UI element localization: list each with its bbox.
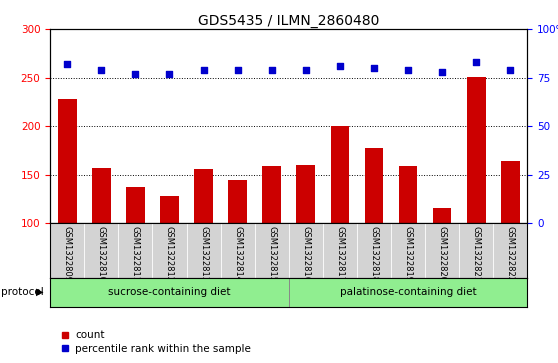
Bar <box>296 165 315 321</box>
Point <box>199 67 208 73</box>
Bar <box>501 161 519 321</box>
Point <box>506 67 514 73</box>
Point <box>63 61 72 67</box>
Title: GDS5435 / ILMN_2860480: GDS5435 / ILMN_2860480 <box>198 14 379 28</box>
Bar <box>467 77 485 321</box>
Text: GSM1322820: GSM1322820 <box>437 226 446 282</box>
Text: GSM1322822: GSM1322822 <box>506 226 515 282</box>
Bar <box>398 166 417 321</box>
Bar <box>262 166 281 321</box>
Text: sucrose-containing diet: sucrose-containing diet <box>108 287 231 297</box>
Bar <box>228 180 247 321</box>
Text: GSM1322821: GSM1322821 <box>472 226 480 282</box>
Point <box>165 71 174 77</box>
Text: GSM1322817: GSM1322817 <box>335 226 344 282</box>
Text: ▶: ▶ <box>36 287 44 297</box>
Point <box>131 71 140 77</box>
Bar <box>330 126 349 321</box>
Bar <box>433 208 451 321</box>
Bar <box>288 278 527 307</box>
Text: GSM1322812: GSM1322812 <box>165 226 174 282</box>
Text: GSM1322811: GSM1322811 <box>131 226 140 282</box>
Point <box>369 65 378 71</box>
Bar <box>364 147 383 321</box>
Text: palatinose-containing diet: palatinose-containing diet <box>340 287 477 297</box>
Point <box>403 67 412 73</box>
Point <box>472 59 480 65</box>
Bar <box>92 168 110 321</box>
Bar <box>160 196 179 321</box>
Text: GSM1322819: GSM1322819 <box>403 226 412 282</box>
Text: GSM1322810: GSM1322810 <box>97 226 106 282</box>
Text: GSM1322813: GSM1322813 <box>199 226 208 282</box>
Point <box>335 63 344 69</box>
Text: GSM1322818: GSM1322818 <box>369 226 378 282</box>
Text: GSM1322816: GSM1322816 <box>301 226 310 282</box>
Point <box>233 67 242 73</box>
Bar <box>126 187 145 321</box>
Legend: count, percentile rank within the sample: count, percentile rank within the sample <box>55 326 255 358</box>
Text: GSM1322815: GSM1322815 <box>267 226 276 282</box>
Text: protocol: protocol <box>1 287 44 297</box>
Point <box>301 67 310 73</box>
Point <box>437 69 446 75</box>
Text: GSM1322809: GSM1322809 <box>62 226 72 282</box>
Bar <box>50 278 288 307</box>
Bar <box>58 99 76 321</box>
Bar <box>194 169 213 321</box>
Text: GSM1322814: GSM1322814 <box>233 226 242 282</box>
Point <box>267 67 276 73</box>
Point <box>97 67 106 73</box>
